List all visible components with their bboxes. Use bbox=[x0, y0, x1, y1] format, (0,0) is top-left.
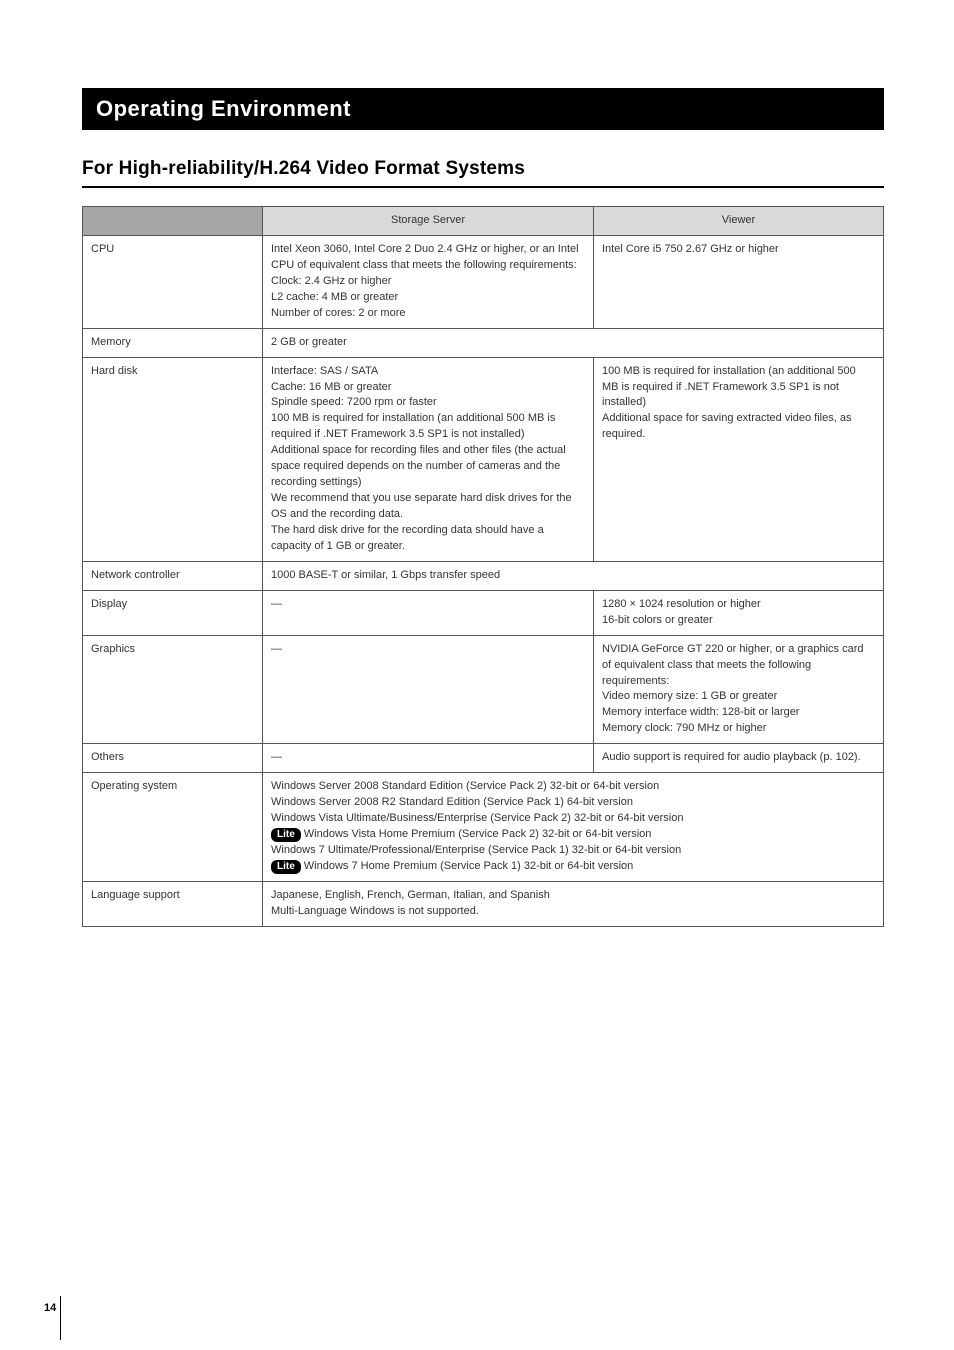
network-value: 1000 BASE-T or similar, 1 Gbps transfer … bbox=[263, 561, 884, 590]
page-number: 14 bbox=[44, 1302, 56, 1314]
graphics-viewer: NVIDIA GeForce GT 220 or higher, or a gr… bbox=[594, 635, 884, 744]
section-header: Operating Environment bbox=[82, 88, 884, 130]
os-value: Windows Server 2008 Standard Edition (Se… bbox=[263, 773, 884, 882]
row-label-others: Others bbox=[83, 744, 263, 773]
cpu-viewer: Intel Core i5 750 2.67 GHz or higher bbox=[594, 235, 884, 328]
row-label-network: Network controller bbox=[83, 561, 263, 590]
page-number-bar-icon bbox=[60, 1296, 61, 1340]
table-row: Language support Japanese, English, Fren… bbox=[83, 881, 884, 926]
graphics-server: — bbox=[263, 635, 594, 744]
harddisk-viewer: 100 MB is required for installation (an … bbox=[594, 357, 884, 561]
others-viewer: Audio support is required for audio play… bbox=[594, 744, 884, 773]
lite-badge-icon: Lite bbox=[271, 860, 301, 874]
os-line3: Windows Vista Ultimate/Business/Enterpri… bbox=[271, 812, 683, 824]
table-row: Hard disk Interface: SAS / SATA Cache: 1… bbox=[83, 357, 884, 561]
harddisk-server: Interface: SAS / SATA Cache: 16 MB or gr… bbox=[263, 357, 594, 561]
others-server: — bbox=[263, 744, 594, 773]
row-label-os: Operating system bbox=[83, 773, 263, 882]
table-row: Network controller 1000 BASE-T or simila… bbox=[83, 561, 884, 590]
memory-value: 2 GB or greater bbox=[263, 328, 884, 357]
header-viewer: Viewer bbox=[594, 207, 884, 236]
lite-badge-icon: Lite bbox=[271, 828, 301, 842]
table-row: Graphics — NVIDIA GeForce GT 220 or high… bbox=[83, 635, 884, 744]
os-line5: Windows 7 Ultimate/Professional/Enterpri… bbox=[271, 844, 681, 856]
os-line6: Windows 7 Home Premium (Service Pack 1) … bbox=[304, 860, 634, 872]
row-label-cpu: CPU bbox=[83, 235, 263, 328]
header-storage-server: Storage Server bbox=[263, 207, 594, 236]
spec-table: Storage Server Viewer CPU Intel Xeon 306… bbox=[82, 206, 884, 927]
row-label-display: Display bbox=[83, 590, 263, 635]
os-line2: Windows Server 2008 R2 Standard Edition … bbox=[271, 796, 633, 808]
row-label-memory: Memory bbox=[83, 328, 263, 357]
os-line4: Windows Vista Home Premium (Service Pack… bbox=[304, 828, 652, 840]
row-label-graphics: Graphics bbox=[83, 635, 263, 744]
display-server: — bbox=[263, 590, 594, 635]
row-label-lang: Language support bbox=[83, 881, 263, 926]
lang-value: Japanese, English, French, German, Itali… bbox=[263, 881, 884, 926]
os-line1: Windows Server 2008 Standard Edition (Se… bbox=[271, 780, 659, 792]
table-row: Others — Audio support is required for a… bbox=[83, 744, 884, 773]
table-row: Operating system Windows Server 2008 Sta… bbox=[83, 773, 884, 882]
table-row: Display — 1280 × 1024 resolution or high… bbox=[83, 590, 884, 635]
row-label-harddisk: Hard disk bbox=[83, 357, 263, 561]
table-row: Memory 2 GB or greater bbox=[83, 328, 884, 357]
table-row: CPU Intel Xeon 3060, Intel Core 2 Duo 2.… bbox=[83, 235, 884, 328]
table-header-row: Storage Server Viewer bbox=[83, 207, 884, 236]
subsection-header: For High-reliability/H.264 Video Format … bbox=[82, 158, 884, 188]
header-blank bbox=[83, 207, 263, 236]
cpu-server: Intel Xeon 3060, Intel Core 2 Duo 2.4 GH… bbox=[263, 235, 594, 328]
display-viewer: 1280 × 1024 resolution or higher 16-bit … bbox=[594, 590, 884, 635]
